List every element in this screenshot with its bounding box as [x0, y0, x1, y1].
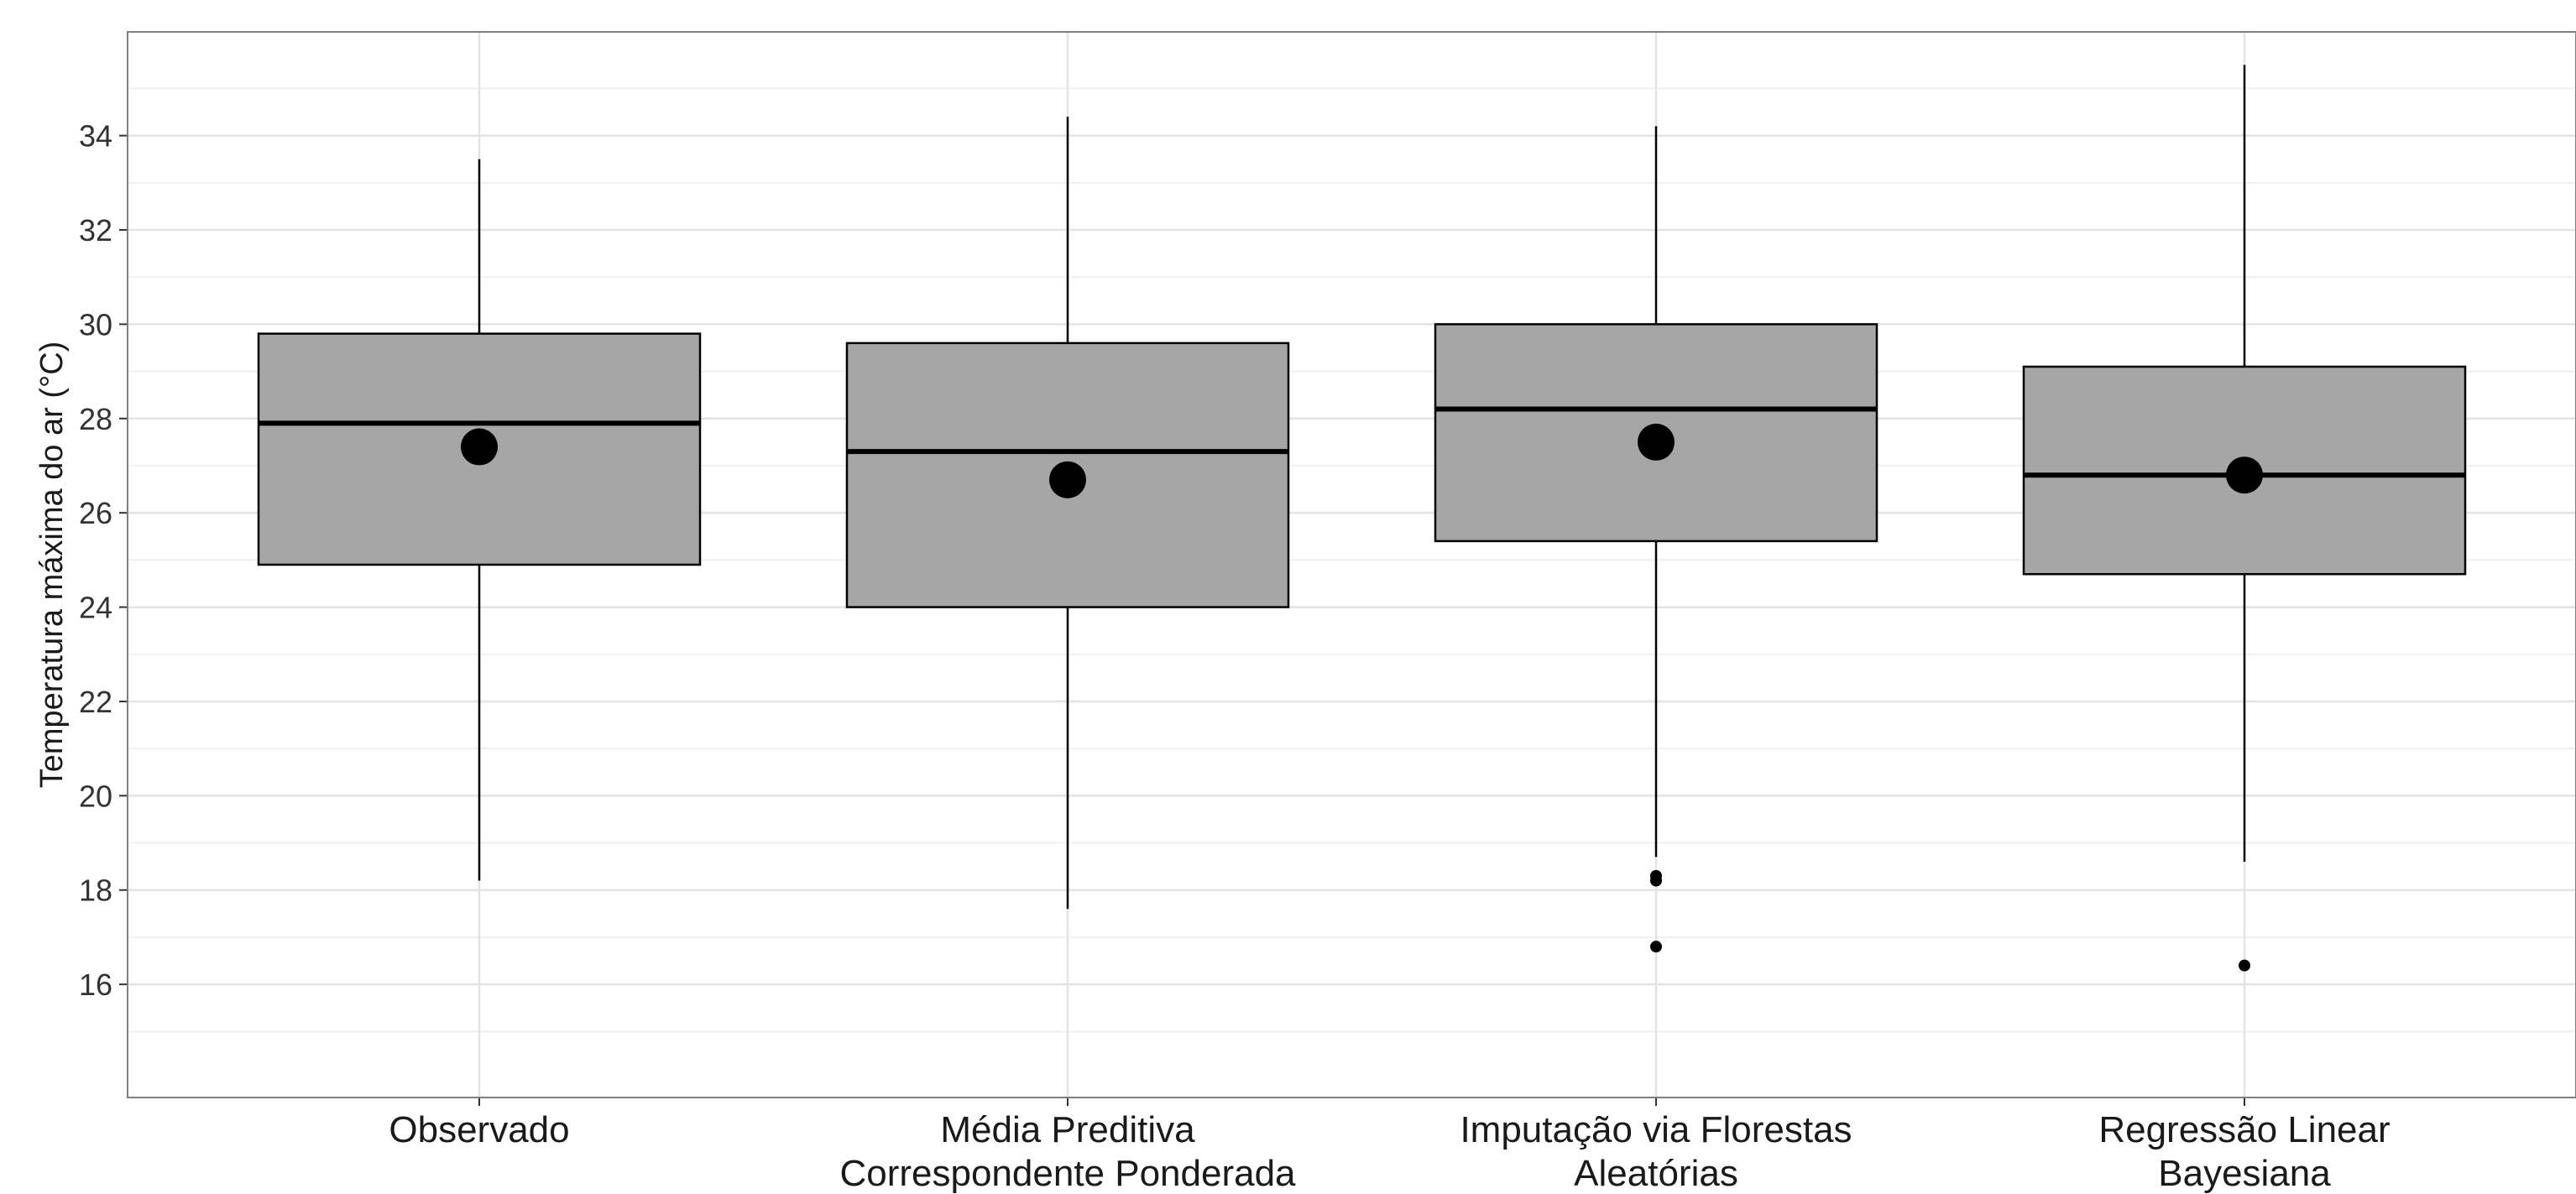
x-category-label: Regressão Linear — [2098, 1109, 2390, 1150]
outlier-point — [1650, 874, 1662, 887]
mean-point — [2226, 456, 2263, 494]
x-category-label: Bayesiana — [2158, 1153, 2331, 1194]
mean-point — [461, 428, 498, 466]
x-category-label: Correspondente Ponderada — [839, 1153, 1296, 1194]
x-category-label: Média Preditiva — [940, 1109, 1195, 1150]
y-tick-label: 26 — [79, 496, 112, 530]
y-tick-label: 30 — [79, 307, 112, 342]
box-group — [257, 159, 702, 881]
y-tick-label: 34 — [79, 119, 112, 154]
x-category-label: Observado — [389, 1109, 569, 1150]
outlier-point — [1650, 941, 1662, 953]
mean-point — [1049, 461, 1086, 498]
box-group — [1434, 126, 1878, 953]
y-tick-label: 32 — [79, 213, 112, 248]
y-tick-label: 18 — [79, 873, 112, 908]
boxes — [257, 65, 2467, 972]
mean-point — [1638, 423, 1675, 461]
y-tick-label: 20 — [79, 779, 112, 813]
box-group — [845, 117, 1290, 910]
outlier-point — [2239, 959, 2250, 972]
y-tick-label: 24 — [79, 591, 112, 625]
x-category-label: Imputação via Florestas — [1460, 1109, 1852, 1150]
y-tick-label: 28 — [79, 402, 112, 436]
box-group — [2022, 65, 2467, 972]
y-axis: 16 18 20 22 24 26 28 30 32 34 — [79, 119, 128, 1002]
y-axis-title: Temperatura máxima do ar (°C) — [34, 342, 70, 789]
panel-border — [127, 31, 2576, 1098]
x-category-label: Aleatórias — [1574, 1153, 1738, 1194]
y-tick-label: 22 — [79, 685, 112, 719]
y-tick-label: 16 — [79, 967, 112, 1002]
